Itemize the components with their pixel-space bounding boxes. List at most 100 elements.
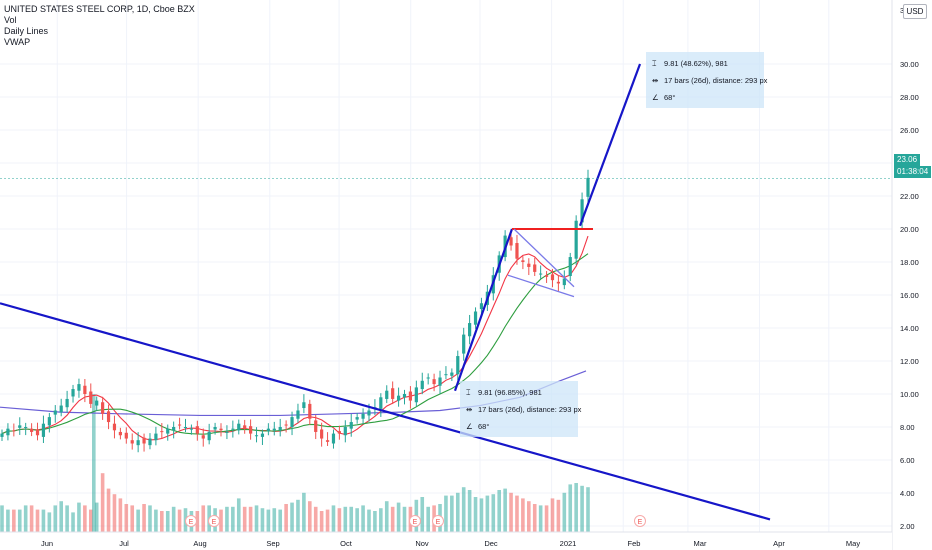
volume-bar: [77, 502, 81, 532]
earnings-marker: [208, 515, 220, 527]
volume-bar: [467, 490, 472, 532]
candle-body: [361, 413, 365, 419]
time-axis[interactable]: Jun Jul Aug Sep Oct Nov Dec 2021 Feb Mar Apr May: [0, 531, 892, 550]
candle-body: [231, 428, 235, 430]
price-tick-label: 22.00: [900, 192, 919, 201]
volume-bar-spike: [92, 394, 96, 532]
volume-bar: [337, 508, 342, 532]
candle-body: [402, 394, 407, 398]
candle-body: [444, 374, 448, 376]
candle-body: [574, 220, 578, 259]
candle-body: [550, 274, 555, 281]
volume-bar: [47, 512, 52, 532]
currency-button[interactable]: USD: [903, 4, 927, 19]
candle-body: [12, 430, 16, 432]
candle-body: [414, 387, 418, 403]
volume-bar: [556, 499, 561, 532]
candle-body: [580, 199, 584, 223]
earnings-marker-label: E: [436, 519, 441, 526]
volume-bar: [497, 490, 502, 532]
price-axis[interactable]: 2.00 4.00 6.00 8.00 10.00 12.00 14.00 16.00 18.0…: [891, 0, 932, 550]
time-tick-label: Nov: [415, 539, 429, 548]
volume-bar: [527, 501, 531, 532]
time-tick-label: Sep: [266, 539, 279, 548]
indicator-vwap[interactable]: VWAP: [4, 37, 31, 47]
indicator-vol[interactable]: Vol: [4, 15, 17, 25]
volume-bar: [461, 487, 466, 532]
earnings-marker: [409, 515, 421, 527]
time-tick-label: Aug: [193, 539, 206, 548]
candle-body: [225, 431, 229, 433]
indicator-daily-lines[interactable]: Daily Lines: [4, 26, 49, 36]
volume-bar: [154, 509, 158, 532]
time-axis-background: [0, 532, 892, 550]
symbol-title[interactable]: UNITED STATES STEEL CORP, 1D, Cboe BZX: [4, 4, 195, 14]
moving-average-lines: [1, 235, 589, 441]
horizontal-range-icon: ⇹: [652, 76, 659, 85]
candle-body: [254, 435, 259, 437]
candle-body: [0, 433, 4, 437]
price-tick-label: 30.00: [900, 60, 919, 69]
time-tick-label: Mar: [694, 539, 707, 548]
volume-bar: [124, 504, 129, 532]
volume-bar: [580, 485, 584, 532]
candle-body: [201, 435, 205, 439]
candle-body: [154, 433, 158, 441]
volume-bar: [266, 509, 271, 532]
volume-bar: [521, 498, 525, 532]
volume-bar: [491, 494, 496, 532]
price-tick-label: 14.00: [900, 324, 919, 333]
candle-body: [207, 431, 211, 441]
volume-bar: [171, 506, 176, 532]
candle-body: [18, 425, 22, 428]
candle-body: [213, 427, 217, 430]
volume-bar: [59, 501, 63, 532]
time-tick-label: Feb: [628, 539, 641, 548]
earnings-marker-label: E: [413, 519, 418, 526]
price-tick-label: 6.00: [900, 456, 915, 465]
candle-body: [24, 427, 28, 428]
candle-body: [396, 395, 401, 401]
candle-body: [29, 428, 34, 432]
price-axis-background: [892, 0, 932, 550]
price-tick-label: 4.00: [900, 489, 915, 498]
candle-body: [438, 377, 442, 386]
trend-drawings[interactable]: [0, 63, 892, 521]
measure-price-range: 9.81 (96.85%), 981: [478, 388, 542, 397]
volume-bar: [479, 498, 484, 532]
candlestick-series: [0, 169, 590, 453]
candle-body: [260, 433, 265, 437]
angle-icon: ∠: [652, 93, 659, 102]
measure-tooltip-upper[interactable]: ⌶ 9.81 (48.62%), 981 ⇹ 17 bars (26d), dist…: [646, 52, 767, 108]
volume-bar: [17, 509, 22, 532]
candle-body: [136, 440, 140, 446]
candle-body: [302, 402, 306, 409]
volume-bar: [509, 492, 513, 532]
candle-body: [391, 388, 395, 399]
flagpole-line: [453, 228, 514, 392]
volume-bar: [331, 505, 336, 532]
candle-body: [539, 273, 543, 275]
volume-bar: [130, 505, 135, 532]
price-tick-label: 18.00: [900, 258, 919, 267]
candle-body: [195, 426, 199, 434]
time-tick-label: Oct: [340, 539, 353, 548]
candle-body: [420, 380, 424, 390]
candle-body: [65, 398, 69, 408]
candle-body: [320, 429, 324, 439]
price-tick-label: 20.00: [900, 225, 919, 234]
candle-body: [272, 428, 276, 431]
price-tick-label-partial: 3: [900, 6, 904, 15]
volume-bar: [278, 509, 283, 532]
volume-bar: [319, 511, 324, 532]
candle-body: [101, 402, 105, 414]
volume-bar: [225, 506, 229, 532]
time-tick-label: Jun: [41, 539, 53, 548]
candle-body: [527, 263, 531, 267]
volume-bar: [195, 511, 200, 532]
measure-tooltip-lower[interactable]: ⌶ 9.81 (96.85%), 981 ⇹ 17 bars (26d), dist…: [460, 381, 581, 437]
volume-bar: [272, 508, 277, 532]
volume-bar: [35, 509, 40, 532]
